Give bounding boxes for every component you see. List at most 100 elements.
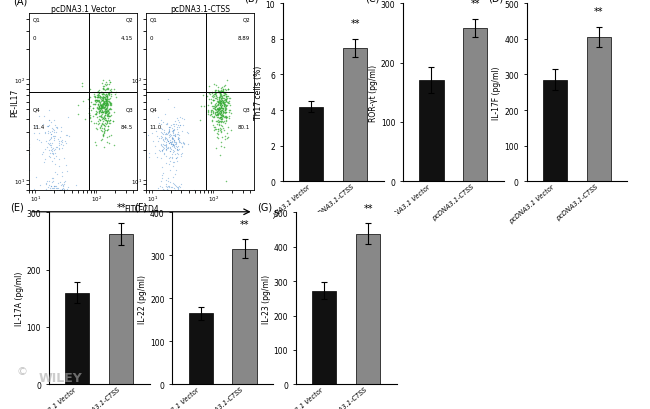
Point bbox=[176, 200, 187, 206]
Point bbox=[43, 184, 53, 191]
Point bbox=[56, 200, 66, 206]
Point bbox=[16, 133, 27, 139]
Point bbox=[172, 200, 182, 206]
Point bbox=[133, 192, 144, 198]
Point bbox=[16, 200, 27, 206]
Point bbox=[168, 200, 179, 206]
Point bbox=[211, 126, 222, 133]
Point bbox=[55, 200, 65, 206]
Point bbox=[164, 200, 174, 206]
Point bbox=[170, 200, 180, 206]
Point bbox=[135, 200, 146, 206]
Point bbox=[221, 178, 231, 185]
Point bbox=[51, 200, 61, 206]
Point bbox=[176, 200, 187, 206]
Point bbox=[49, 200, 60, 206]
Point bbox=[161, 139, 172, 146]
Point bbox=[170, 200, 180, 206]
Point bbox=[110, 92, 120, 99]
Point bbox=[16, 200, 27, 206]
Point bbox=[172, 146, 182, 153]
Point bbox=[16, 200, 27, 206]
Point bbox=[45, 200, 55, 206]
Point bbox=[165, 200, 176, 206]
Point bbox=[94, 95, 105, 101]
Point bbox=[133, 194, 144, 200]
Point bbox=[47, 200, 58, 206]
Point bbox=[57, 200, 67, 206]
Point bbox=[41, 200, 51, 206]
Point bbox=[16, 185, 27, 191]
Point bbox=[205, 92, 215, 98]
Point bbox=[51, 200, 61, 206]
Point bbox=[65, 200, 75, 206]
Point bbox=[16, 200, 27, 206]
Point bbox=[133, 200, 144, 206]
Point bbox=[171, 200, 181, 206]
Point bbox=[170, 139, 180, 146]
Point bbox=[152, 200, 162, 206]
Point bbox=[166, 200, 177, 206]
Point bbox=[133, 200, 144, 206]
Point bbox=[46, 200, 56, 206]
Point bbox=[162, 200, 172, 206]
Point bbox=[16, 200, 27, 206]
Point bbox=[49, 200, 60, 206]
Point bbox=[162, 199, 173, 206]
Point bbox=[161, 193, 172, 200]
Point bbox=[172, 200, 182, 206]
Point bbox=[16, 200, 27, 206]
Point bbox=[133, 200, 144, 206]
Point bbox=[158, 200, 168, 206]
Point bbox=[141, 200, 151, 206]
Point bbox=[161, 200, 171, 206]
Point bbox=[173, 200, 183, 206]
Point bbox=[133, 200, 144, 206]
Point bbox=[181, 200, 192, 206]
Point bbox=[38, 200, 49, 206]
Point bbox=[51, 199, 62, 206]
Point bbox=[103, 90, 114, 97]
Point bbox=[57, 200, 67, 206]
Point bbox=[58, 200, 68, 206]
Point bbox=[58, 200, 69, 206]
Point bbox=[62, 200, 73, 206]
Point bbox=[98, 117, 109, 123]
Point bbox=[50, 200, 60, 206]
Point bbox=[179, 141, 189, 148]
Point bbox=[133, 200, 144, 206]
Point bbox=[53, 200, 63, 206]
Point bbox=[177, 200, 187, 206]
Point bbox=[133, 200, 144, 206]
Point bbox=[170, 200, 180, 206]
Point bbox=[45, 188, 55, 194]
Point bbox=[168, 200, 179, 206]
Point bbox=[49, 200, 60, 206]
Point bbox=[164, 200, 174, 206]
Point bbox=[166, 200, 177, 206]
Point bbox=[55, 200, 65, 206]
Point bbox=[46, 132, 56, 138]
Point bbox=[62, 200, 72, 206]
Point bbox=[183, 200, 194, 206]
Point bbox=[77, 83, 88, 90]
Point bbox=[133, 200, 144, 206]
Point bbox=[16, 142, 27, 148]
Point bbox=[133, 144, 144, 151]
Point bbox=[133, 200, 144, 206]
Point bbox=[183, 200, 193, 206]
Point bbox=[103, 102, 113, 109]
Point bbox=[44, 200, 55, 206]
Point bbox=[16, 200, 27, 206]
Point bbox=[45, 200, 55, 206]
Point bbox=[45, 155, 55, 161]
Point bbox=[169, 199, 179, 205]
Point bbox=[103, 86, 114, 93]
Point bbox=[168, 200, 178, 206]
Point bbox=[16, 200, 27, 206]
Point bbox=[133, 200, 144, 206]
Point bbox=[16, 187, 27, 193]
Point bbox=[168, 200, 179, 206]
Point bbox=[59, 200, 70, 206]
Point bbox=[168, 128, 179, 134]
